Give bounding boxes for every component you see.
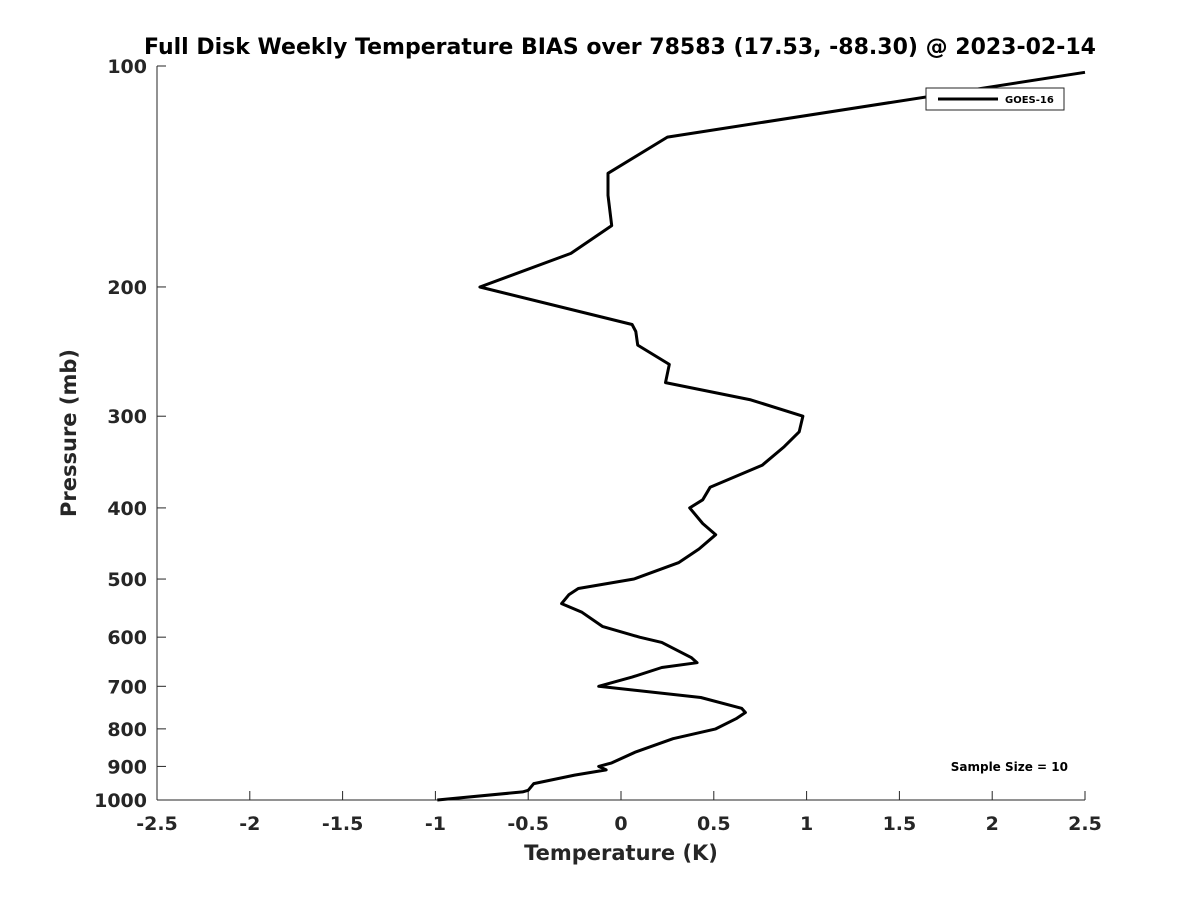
- y-tick-label: 800: [107, 719, 147, 741]
- series-layer: [437, 70, 1086, 802]
- x-tick-label: 2.5: [1068, 813, 1102, 835]
- x-tick-label: 1.5: [883, 813, 917, 835]
- x-tick-label: -2: [239, 813, 260, 835]
- y-axis-label: Pressure (mb): [57, 349, 81, 517]
- chart-title: Full Disk Weekly Temperature BIAS over 7…: [144, 35, 1096, 60]
- x-tick-label: 1: [800, 813, 813, 835]
- y-tick-label: 400: [107, 498, 147, 520]
- y-tick-label: 600: [107, 627, 147, 649]
- x-tick-label: -2.5: [136, 813, 178, 835]
- x-tick-label: -1: [425, 813, 446, 835]
- y-tick-label: 500: [107, 569, 147, 591]
- sample-size-annotation: Sample Size = 10: [951, 760, 1068, 774]
- legend-label-goes-16: GOES-16: [1005, 95, 1054, 106]
- legend: GOES-16: [925, 87, 1065, 111]
- x-tick-label: -1.5: [322, 813, 364, 835]
- y-ticks: 100 200 300 400 500 600 700 800 900 1000: [94, 56, 166, 812]
- x-tick-label: 0: [614, 813, 627, 835]
- x-axis-label: Temperature (K): [524, 841, 718, 865]
- x-tick-label: -0.5: [507, 813, 549, 835]
- y-tick-label: 1000: [94, 790, 147, 812]
- x-tick-label: 0.5: [697, 813, 731, 835]
- y-tick-label: 100: [107, 56, 147, 78]
- y-tick-label: 300: [107, 406, 147, 428]
- y-tick-label: 900: [107, 756, 147, 778]
- x-tick-label: 2: [986, 813, 999, 835]
- x-ticks: -2.5 -2 -1.5 -1 -0.5 0 0.5 1 1.5 2 2.5: [136, 791, 1102, 835]
- y-tick-label: 700: [107, 676, 147, 698]
- y-tick-label: 200: [107, 277, 147, 299]
- series-line-goes-16: [437, 70, 1086, 802]
